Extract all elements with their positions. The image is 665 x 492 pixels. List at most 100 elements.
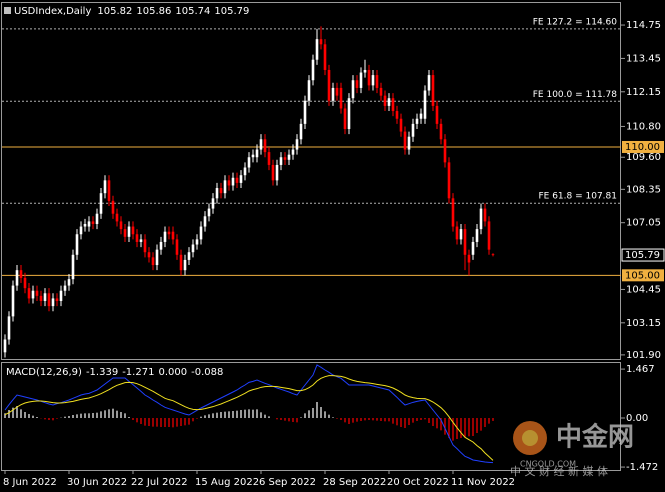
- last-low: 105.74: [175, 6, 210, 17]
- candle-body: [339, 87, 343, 109]
- candle-body: [7, 316, 11, 340]
- candle-body: [131, 226, 135, 235]
- watermark: 中金网 CNGOLD.COM 中 文 财 经 新 媒 体: [510, 421, 634, 478]
- candle-body: [271, 164, 275, 181]
- candle-body: [407, 136, 411, 150]
- macd-readout: 0.000: [158, 367, 187, 378]
- last-close: 105.79: [214, 6, 249, 17]
- candle-body: [139, 239, 143, 242]
- candle-body: [355, 80, 359, 88]
- candle-body: [51, 298, 55, 307]
- candle-body: [147, 252, 151, 258]
- candle-body: [487, 221, 491, 250]
- level-tag: [622, 140, 664, 153]
- candle-body: [151, 257, 155, 266]
- candle-body: [387, 98, 391, 106]
- candle-body: [343, 108, 347, 130]
- candle-body: [119, 221, 123, 230]
- candle-body: [167, 231, 171, 235]
- candle-body: [311, 59, 315, 81]
- candle-body: [99, 193, 103, 214]
- price-panel: [1, 2, 621, 360]
- level-label: 110.00: [625, 142, 660, 153]
- x-tick-label: 8 Jun 2022: [3, 477, 57, 488]
- candle-body: [71, 254, 75, 280]
- symbol-title: USDIndex,Daily: [14, 6, 91, 17]
- candle-body: [11, 285, 15, 317]
- candle-body: [87, 221, 91, 227]
- macd-header: MACD(12,26,9) -1.339 -1.271 0.000 -0.088: [6, 367, 223, 378]
- y-tick-label: 112.15: [626, 87, 661, 98]
- candle-body: [183, 259, 187, 271]
- candle-body: [207, 208, 211, 217]
- candle-body: [23, 277, 27, 289]
- candle-body: [59, 290, 63, 301]
- candle-body: [483, 208, 487, 222]
- current-price-tag: [621, 248, 665, 262]
- y-tick-label: 104.45: [626, 284, 661, 295]
- macd-line: [4, 375, 494, 461]
- candle-body: [259, 139, 263, 150]
- candle-body: [79, 226, 83, 235]
- watermark-name: 中金网: [556, 422, 634, 453]
- candle-body: [243, 167, 247, 176]
- candle-body: [319, 39, 323, 45]
- candle-body: [103, 180, 107, 194]
- candle-body: [43, 293, 47, 301]
- candle-body: [303, 100, 307, 124]
- y-tick-label: 110.80: [626, 121, 661, 132]
- level-label: 105.00: [625, 270, 660, 281]
- candle-body: [335, 87, 339, 96]
- candle-body: [359, 72, 363, 88]
- candle-body: [115, 213, 119, 222]
- macd-readout: -1.271: [122, 367, 154, 378]
- candle-body: [19, 270, 23, 278]
- candle-body: [419, 113, 423, 119]
- candle-body: [211, 198, 215, 209]
- x-tick-label: 28 Sep 2022: [323, 477, 386, 488]
- candle-body: [3, 339, 7, 353]
- candle-body: [199, 226, 203, 240]
- candle-body: [403, 131, 407, 150]
- y-tick-label: 107.05: [626, 218, 661, 229]
- y-tick-label: 108.35: [626, 184, 661, 195]
- last-high: 105.86: [136, 6, 171, 17]
- candle-body: [195, 239, 199, 245]
- candle-body: [459, 229, 463, 240]
- watermark-slogan: 中 文 财 经 新 媒 体: [510, 464, 608, 478]
- candle-body: [123, 229, 127, 237]
- candle-body: [143, 239, 147, 253]
- candle-body: [383, 95, 387, 106]
- candle-body: [31, 290, 35, 299]
- y-tick-label: 103.15: [626, 318, 661, 329]
- candle-body: [227, 180, 231, 186]
- candle-body: [371, 75, 375, 86]
- candle-body: [175, 239, 179, 255]
- candle-body: [291, 149, 295, 155]
- candle-body: [375, 75, 379, 88]
- candle-body: [475, 229, 479, 242]
- candle-body: [251, 154, 255, 158]
- candle-body: [315, 39, 319, 60]
- macd-readout: -0.088: [191, 367, 223, 378]
- candle-body: [35, 290, 39, 296]
- candle-body: [363, 69, 367, 73]
- symbol-icon: [4, 7, 11, 14]
- candle-body: [275, 164, 279, 181]
- candle-body: [219, 188, 223, 194]
- last-open: 105.82: [97, 6, 132, 17]
- candle-body: [415, 118, 419, 124]
- candle-body: [239, 175, 243, 183]
- candle-body: [215, 188, 219, 199]
- fib-label: FE 61.8 = 107.81: [538, 192, 617, 202]
- candle-body: [379, 87, 383, 96]
- y-tick-label: 114.75: [626, 20, 661, 31]
- candle-body: [299, 123, 303, 140]
- fib-label: FE 127.2 = 114.60: [533, 17, 618, 27]
- candle-body: [491, 254, 495, 256]
- candle-body: [231, 177, 235, 186]
- candle-body: [411, 123, 415, 137]
- candle-body: [367, 69, 371, 86]
- candle-body: [399, 118, 403, 132]
- watermark-logo-inner: [522, 430, 538, 446]
